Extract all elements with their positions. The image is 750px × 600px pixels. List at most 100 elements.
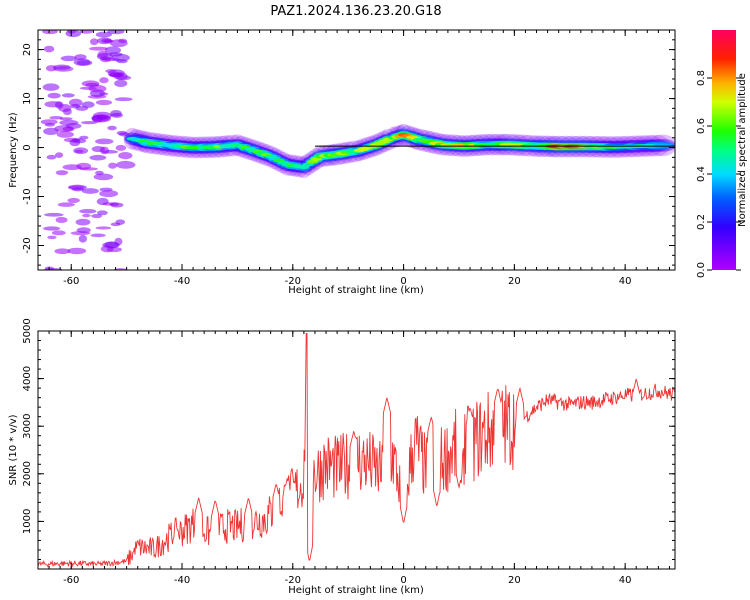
y-tick-label: 10 (22, 92, 33, 105)
y-tick-label: 3000 (22, 413, 33, 438)
x-tick-label: -20 (285, 276, 301, 287)
spectral-noise-blob (55, 170, 69, 176)
y-tick-label: 0 (22, 144, 33, 150)
colorbar: 0.0 0.2 0.4 0.6 0.8 Normalized spectral ampl… (696, 30, 748, 278)
spectrogram-axes: -60 -40 -20 0 20 40 -20 -10 0 10 20 (22, 29, 675, 287)
x-tick-label: -40 (174, 575, 190, 586)
spectral-noise-blob (91, 114, 112, 123)
spectral-noise-blob (114, 97, 133, 102)
colorbar-tick-label: 0.2 (696, 214, 707, 230)
spectral-noise-blob (58, 104, 72, 113)
spectral-noise-blob (95, 31, 112, 38)
spectral-noise-blob (118, 152, 133, 160)
spectral-noise-blob (54, 248, 71, 255)
spectral-noise-blob (79, 209, 97, 214)
snr-xlabel: Height of straight line (km) (288, 585, 424, 596)
spectral-noise-blob (115, 160, 136, 169)
y-tick-label: 2000 (22, 461, 33, 486)
spectral-noise-blob (73, 58, 91, 66)
spectral-noise-blob (104, 46, 121, 55)
spectral-noise-blob (55, 216, 68, 223)
spectral-noise-blob (71, 138, 87, 144)
x-tick-label: 0 (400, 276, 406, 287)
spectral-noise-blob (91, 213, 103, 219)
spectral-noise-blob (68, 185, 85, 190)
x-tick-label: -20 (285, 575, 301, 586)
snr-panel: -60 -40 -20 0 20 40 1000 2000 3000 4000 5000 Heigh… (8, 318, 676, 596)
spectral-noise-blob (44, 122, 55, 127)
spectral-noise-blob (57, 202, 75, 207)
spectrogram-plot-area (40, 30, 675, 270)
spectral-noise-blob (88, 84, 107, 93)
x-tick-label: -40 (174, 276, 190, 287)
snr-series-line (38, 332, 675, 568)
y-tick-label: 4000 (22, 366, 33, 391)
x-tick-label: 40 (619, 276, 632, 287)
spectral-noise-blob (116, 130, 128, 136)
spectral-noise-blob (76, 162, 92, 170)
spectrogram-frame (37, 29, 676, 271)
spectral-noise-blob (78, 235, 87, 243)
spectral-noise-blob (101, 150, 119, 154)
spectral-noise-blob (47, 92, 61, 99)
spectral-noise-blob (95, 226, 112, 230)
colorbar-tick-label: 0.6 (696, 118, 707, 134)
spectral-noise-blob (79, 135, 89, 140)
y-tick-label: 20 (22, 43, 33, 56)
snr-plot-area (38, 332, 675, 568)
spectral-noise-blob (67, 247, 87, 255)
spectral-noise-blob (100, 245, 114, 253)
spectral-noise-blob (43, 127, 59, 136)
spectral-noise-blob (81, 188, 99, 194)
spectral-noise-blob (59, 117, 73, 121)
x-tick-label: -60 (63, 276, 79, 287)
spectral-noise-blob (105, 69, 117, 74)
spectral-noise-blob (61, 93, 75, 98)
x-tick-label: 0 (400, 575, 406, 586)
x-tick-label: 20 (508, 276, 521, 287)
spectral-noise-blob (75, 218, 91, 226)
spectral-noise-blob (56, 131, 74, 138)
spectral-noise-blob (43, 212, 64, 217)
spectral-noise-blob (44, 101, 62, 108)
spectral-noise-blob (109, 39, 128, 48)
spectral-noise-blob (103, 39, 114, 43)
spectral-noise-blob (67, 197, 80, 203)
x-tick-label: 20 (508, 575, 521, 586)
spectral-noise-blob (42, 83, 60, 91)
spectral-noise-blob (74, 149, 84, 154)
spectral-noise-blob (43, 45, 55, 53)
spectral-noise-blob (107, 125, 117, 131)
spectral-noise-blob (108, 162, 117, 169)
spectral-noise-blob (99, 190, 119, 198)
colorbar-tick-label: 0.4 (696, 166, 707, 182)
spectral-noise-blob (96, 197, 109, 206)
spectral-noise-blob (76, 227, 91, 234)
x-tick-label: -60 (63, 575, 79, 586)
spectral-noise-blob (95, 138, 114, 145)
spectral-noise-blob (95, 99, 113, 106)
y-tick-label: 5000 (22, 318, 33, 343)
colorbar-gradient (712, 30, 736, 270)
spectral-noise-blob (96, 210, 108, 216)
spectral-noise-blob (99, 77, 109, 84)
snr-frame (37, 330, 676, 570)
colorbar-label: Normalized spectral amplitude (737, 73, 748, 227)
y-tick-label: -10 (22, 188, 33, 204)
spectral-noise-blob (89, 154, 107, 161)
spectral-noise-blob (40, 119, 58, 125)
colorbar-tick-label: 0.0 (696, 262, 707, 278)
spectrogram-panel: -60 -40 -20 0 20 40 -20 -10 0 10 20 Height of stra… (8, 29, 676, 296)
spectral-noise-blob (51, 230, 66, 236)
spectral-noise-blob (53, 66, 74, 72)
spectral-noise-blob (46, 154, 57, 160)
colorbar-ticks: 0.0 0.2 0.4 0.6 0.8 (696, 70, 741, 278)
spectral-noise-blob (65, 123, 82, 129)
spectral-noise-blob (90, 233, 106, 238)
spectral-noise-blob (91, 145, 105, 153)
spectral-noise-blob (54, 152, 64, 159)
spectral-noise-blob (96, 52, 114, 61)
spectral-noise-blob (90, 38, 99, 46)
spectral-noise-blob (43, 226, 61, 231)
